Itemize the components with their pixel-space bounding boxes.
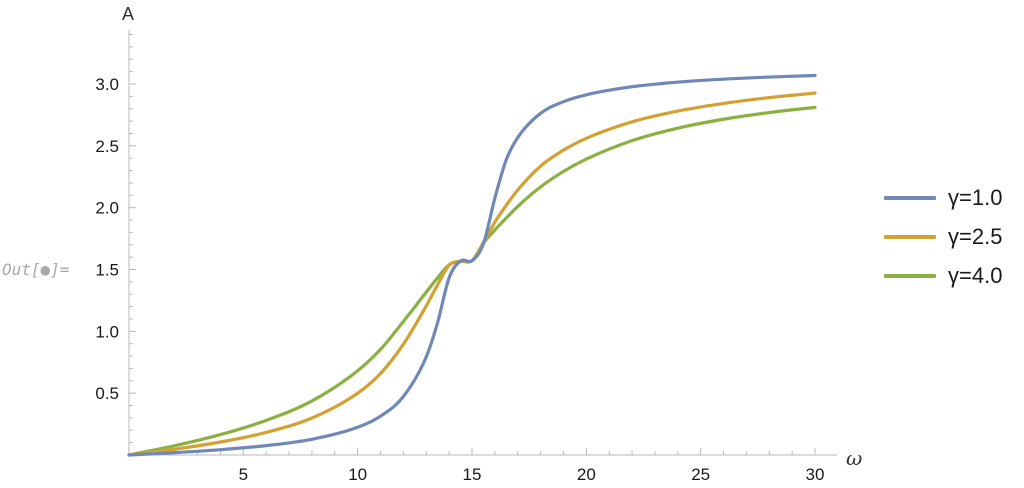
series-line-1 [127, 91, 817, 457]
legend-label-0: γ=1.0 [948, 184, 1003, 210]
axes [128, 30, 837, 456]
curves [127, 73, 817, 457]
x-tick-label: 15 [463, 465, 482, 484]
x-tick-label: 30 [806, 465, 825, 484]
tick-labels: 5 10 15 20 25 30 0.5 1.0 1.5 2.0 2.5 3.0 [95, 75, 824, 484]
output-cell-label: Out[●]= [2, 260, 70, 279]
y-tick-label: 3.0 [95, 75, 119, 94]
tick-marks [129, 34, 816, 455]
legend-item-0: γ=1.0 [884, 178, 1002, 217]
y-tick-label: 1.0 [95, 322, 119, 341]
legend-item-1: γ=2.5 [884, 217, 1002, 256]
legend-item-2: γ=4.0 [884, 256, 1002, 295]
y-tick-label: 0.5 [95, 384, 119, 403]
x-tick-label: 5 [239, 465, 248, 484]
legend-label-2: γ=4.0 [948, 262, 1003, 288]
y-tick-label: 1.5 [95, 261, 119, 280]
series-line-0 [127, 73, 817, 457]
x-axis-label: ω [846, 446, 862, 470]
y-tick-label: 2.5 [95, 137, 119, 156]
y-tick-label: 2.0 [95, 199, 119, 218]
y-axis-label: A [122, 4, 134, 24]
legend-swatch-1 [884, 234, 936, 239]
x-tick-label: 20 [577, 465, 596, 484]
x-tick-label: 10 [348, 465, 367, 484]
x-tick-label: 25 [691, 465, 710, 484]
legend: γ=1.0 γ=2.5 γ=4.0 [884, 178, 1002, 295]
legend-swatch-0 [884, 195, 936, 200]
legend-label-1: γ=2.5 [948, 223, 1003, 249]
series-line-2 [127, 105, 817, 457]
legend-swatch-2 [884, 273, 936, 278]
